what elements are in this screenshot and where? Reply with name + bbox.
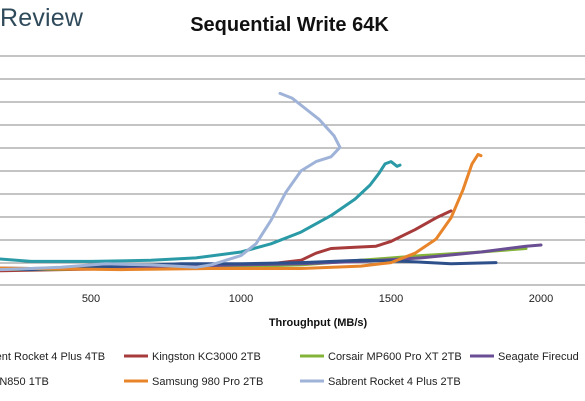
series-line-0 [0,160,402,263]
x-tick-label-1: 1000 [229,293,253,305]
x-tick-labels: 500 1000 1500 2000 [82,293,553,305]
chart-title: Sequential Write 64K [190,14,389,36]
x-axis-label: Throughput (MB/s) [269,317,368,329]
legend-label-2: Corsair MP600 Pro XT 2TB [328,351,462,363]
legend-label-4: SN850 1TB [0,376,49,388]
legend-label-0: rent Rocket 4 Plus 4TB [0,351,105,363]
x-tick-label-3: 2000 [529,293,553,305]
series-line-5 [0,153,483,272]
x-tick-label-2: 1500 [379,293,403,305]
brand-logo: Review [0,4,84,32]
legend-label-6: Sabrent Rocket 4 Plus 2TB [328,376,461,388]
legend: rent Rocket 4 Plus 4TB Kingston KC3000 2T… [0,351,579,388]
series-line-6 [0,91,342,272]
x-tick-label-0: 500 [82,293,100,305]
legend-label-3: Seagate Firecud [498,351,579,363]
series-lines [0,91,543,273]
legend-label-1: Kingston KC3000 2TB [152,351,261,363]
legend-label-5: Samsung 980 Pro 2TB [152,376,263,388]
